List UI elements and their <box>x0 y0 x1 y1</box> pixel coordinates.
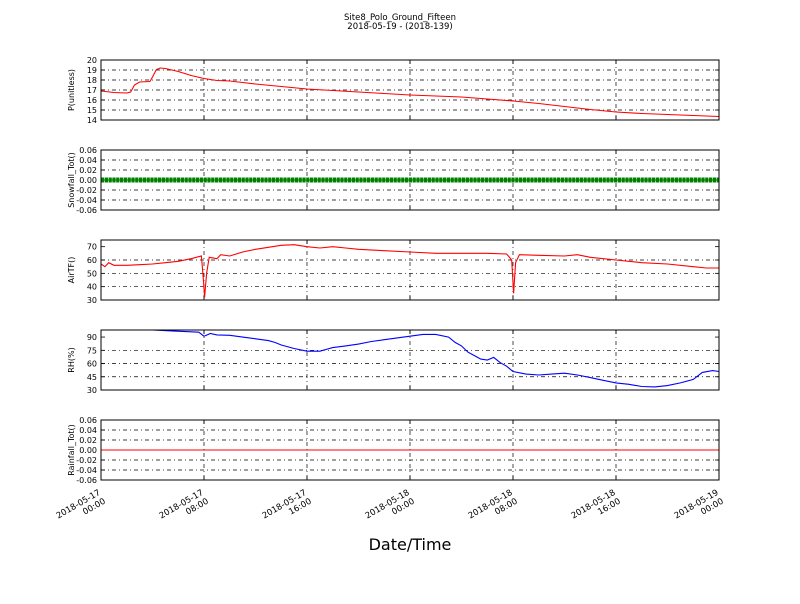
panel-3-series-line <box>152 330 719 388</box>
panel-1: -0.06-0.04-0.020.000.020.040.06Snowfall_… <box>67 146 720 215</box>
x-tick-label: 2018-05-1700:00 <box>55 488 108 530</box>
panel-3-ytick-label: 75 <box>87 346 97 355</box>
x-tick-label: 2018-05-1800:00 <box>364 488 417 530</box>
panel-2-ylabel: AirTF() <box>67 257 76 284</box>
panel-4-frame <box>100 419 720 481</box>
panel-3-ytick-label: 60 <box>87 360 97 369</box>
panel-3-ylabel: RH(%) <box>67 347 76 372</box>
panel-2-ytick-label: 60 <box>87 256 97 265</box>
panel-3-ytick-label: 90 <box>87 333 97 342</box>
panel-1-ytick-label: 0.04 <box>79 156 97 165</box>
panel-4-ytick-label: -0.04 <box>76 466 97 475</box>
panel-3-frame <box>100 329 720 391</box>
panel-2-ytick-label: 40 <box>87 283 97 292</box>
x-tick-label: 2018-05-1708:00 <box>158 488 211 530</box>
panels-group: 14151617181920P(unitless)-0.06-0.04-0.02… <box>67 56 720 485</box>
panel-0-ytick-label: 14 <box>87 116 97 125</box>
panel-0-ytick-label: 18 <box>87 76 97 85</box>
panel-0-frame <box>100 59 720 121</box>
panel-0-ylabel: P(unitless) <box>67 69 76 111</box>
panel-0-ytick-label: 16 <box>87 96 97 105</box>
panel-2-ytick-label: 70 <box>87 243 97 252</box>
panel-1-ytick-label: 0.02 <box>79 166 97 175</box>
panel-3: 30 45 60 75 90 RH(%) <box>67 329 720 395</box>
panel-2-ytick-label: 50 <box>87 269 97 278</box>
panel-0-series-line <box>101 67 719 118</box>
x-axis-label: Date/Time <box>369 535 452 554</box>
panel-3-ytick-label: 30 <box>87 386 97 395</box>
panel-2-series-line <box>101 244 719 298</box>
panel-1-ytick-label: -0.06 <box>76 206 97 215</box>
panel-2-frame <box>100 239 720 301</box>
panel-1-ytick-label: 0.00 <box>79 176 97 185</box>
x-tick-label: 2018-05-1808:00 <box>467 488 520 530</box>
x-tick-labels: 2018-05-1700:00 2018-05-1708:00 2018-05-17… <box>55 488 726 530</box>
x-tick-label: 2018-05-1716:00 <box>261 488 314 530</box>
panel-4-ytick-label: -0.02 <box>76 456 97 465</box>
panel-4-ytick-label: 0.06 <box>79 416 97 425</box>
panel-4-ytick-label: 0.00 <box>79 446 97 455</box>
panel-0-ytick-label: 20 <box>87 56 97 65</box>
x-tick-label: 2018-05-1900:00 <box>673 488 726 530</box>
chart-title: Site8_Polo_Ground_Fifteen <box>344 13 456 23</box>
panel-4-ytick-label: 0.02 <box>79 436 97 445</box>
x-tick-label: 2018-05-1816:00 <box>570 488 623 530</box>
panel-4-ytick-label: 0.04 <box>79 426 97 435</box>
panel-2-ytick-label: 30 <box>87 296 97 305</box>
panel-4-ylabel: Rainfall_Tot() <box>67 424 76 476</box>
panel-3-ytick-label: 45 <box>87 373 97 382</box>
chart-subtitle: 2018-05-19 - (2018-139) <box>347 22 452 32</box>
panel-4: -0.06-0.04-0.020.000.020.040.06Rainfall_… <box>67 416 720 485</box>
panel-0-ytick-label: 15 <box>87 106 97 115</box>
panel-1-frame <box>100 149 720 211</box>
panel-1-ytick-label: 0.06 <box>79 146 97 155</box>
panel-4-ytick-label: -0.06 <box>76 476 97 485</box>
panel-2: 30 40 50 60 70 AirTF() <box>67 239 720 305</box>
panel-1-ylabel: Snowfall_Tot() <box>67 152 76 208</box>
panel-1-ytick-label: -0.04 <box>76 196 97 205</box>
panel-0-ytick-label: 19 <box>87 66 97 75</box>
panel-1-ytick-label: -0.02 <box>76 186 97 195</box>
panel-0-ytick-label: 17 <box>87 86 97 95</box>
